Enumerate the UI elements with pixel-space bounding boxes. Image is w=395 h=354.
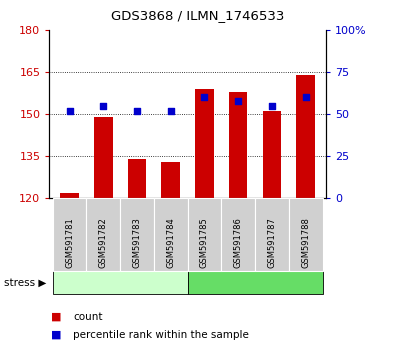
Point [303,95,309,100]
Point [66,108,73,114]
Bar [296,75,315,198]
Point [100,103,107,109]
Point [269,103,275,109]
Bar [60,193,79,198]
Point [167,108,174,114]
Text: ■: ■ [51,330,62,339]
Text: GSM591783: GSM591783 [133,217,141,268]
Bar [229,92,248,198]
Text: stress ▶: stress ▶ [4,277,46,287]
Text: GSM591788: GSM591788 [301,217,310,268]
Bar [195,89,214,198]
Bar [128,159,146,198]
Text: GSM591787: GSM591787 [267,217,276,268]
Text: normal LSS: normal LSS [88,277,152,287]
Text: GSM591786: GSM591786 [234,217,243,268]
Text: GSM591784: GSM591784 [166,217,175,268]
Bar [162,162,180,198]
Text: count: count [73,312,103,322]
Text: elevated LSS: elevated LSS [219,277,292,287]
Bar [263,112,281,198]
Text: GSM591781: GSM591781 [65,217,74,268]
Text: percentile rank within the sample: percentile rank within the sample [73,330,249,339]
Text: GDS3868 / ILMN_1746533: GDS3868 / ILMN_1746533 [111,9,284,22]
Point [201,95,208,100]
Point [235,98,241,103]
Text: GSM591782: GSM591782 [99,217,108,268]
Point [134,108,140,114]
Text: GSM591785: GSM591785 [200,217,209,268]
Text: ■: ■ [51,312,62,322]
Bar [94,117,113,198]
